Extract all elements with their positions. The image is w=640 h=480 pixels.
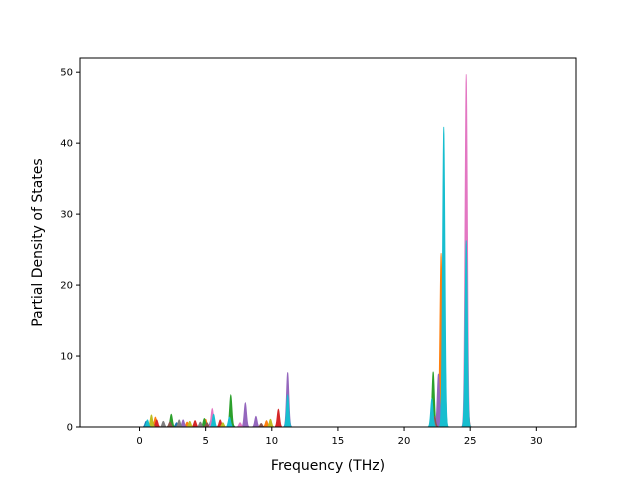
x-tick-label: 10 <box>265 436 278 447</box>
x-axis-label: Frequency (THz) <box>271 458 385 474</box>
y-tick-label: 20 <box>60 281 73 292</box>
x-tick-label: 5 <box>202 436 208 447</box>
y-tick-label: 50 <box>60 68 73 79</box>
x-tick-label: 25 <box>464 436 477 447</box>
y-axis-label: Partial Density of States <box>30 158 46 326</box>
y-tick-label: 30 <box>60 210 73 221</box>
x-axis-ticks: 0 5 10 15 20 25 30 <box>136 427 543 447</box>
axes-frame <box>79 57 577 428</box>
x-tick-label: 20 <box>398 436 411 447</box>
y-axis-ticks: 0 10 20 30 40 50 <box>60 68 80 434</box>
y-tick-label: 40 <box>60 139 73 150</box>
y-tick-label: 10 <box>60 352 73 363</box>
x-tick-label: 30 <box>530 436 543 447</box>
x-tick-label: 15 <box>332 436 345 447</box>
x-tick-label: 0 <box>136 436 142 447</box>
y-tick-label: 0 <box>67 423 73 434</box>
